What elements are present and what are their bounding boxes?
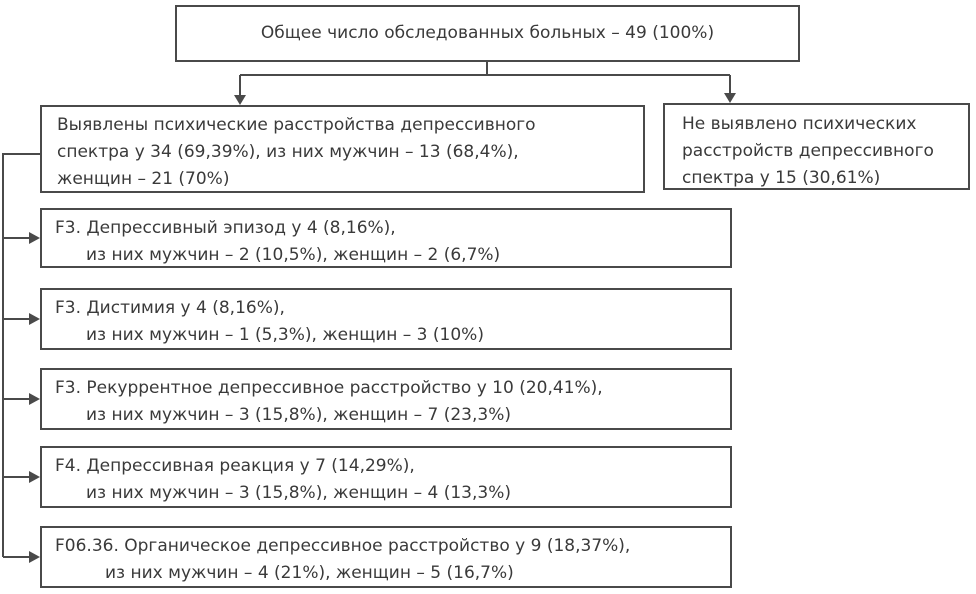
arrowhead-right-3-icon	[29, 393, 40, 405]
identified-disorders-line: женщин – 21 (70%)	[57, 169, 230, 189]
diagnosis-line-1: F3. Дистимия у 4 (8,16%),	[55, 298, 285, 318]
arrowhead-right-5-icon	[29, 551, 40, 563]
no-disorders-line: Не выявлено психических	[682, 114, 917, 134]
identified-disorders-box: Выявлены психические расстройства депрес…	[40, 105, 645, 193]
arrowhead-right-4-icon	[29, 471, 40, 483]
no-disorders-line: спектра у 15 (30,61%)	[682, 168, 881, 188]
diagnosis-line-2: из них мужчин – 4 (21%), женщин – 5 (16,…	[105, 563, 514, 583]
arrowhead-down-left-icon	[234, 95, 246, 105]
diagnosis-line-1: F3. Рекуррентное депрессивное расстройст…	[55, 378, 603, 398]
identified-disorders-line: Выявлены психические расстройства депрес…	[57, 115, 536, 135]
arrowhead-right-2-icon	[29, 313, 40, 325]
diagnosis-box-dysthymia: F3. Дистимия у 4 (8,16%), из них мужчин …	[40, 288, 732, 350]
diagnosis-box-organic-depression: F06.36. Органическое депрессивное расстр…	[40, 526, 732, 588]
diagnosis-line-2: из них мужчин – 1 (5,3%), женщин – 3 (10…	[86, 325, 484, 345]
connector-trunk	[2, 153, 40, 557]
diagnosis-line-2: из них мужчин – 3 (15,8%), женщин – 7 (2…	[86, 405, 511, 425]
diagnosis-line-1: F4. Депрессивная реакция у 7 (14,29%),	[55, 456, 415, 476]
diagnosis-line-1: F3. Депрессивный эпизод у 4 (8,16%),	[55, 218, 396, 238]
diagnosis-box-depressive-reaction: F4. Депрессивная реакция у 7 (14,29%), и…	[40, 446, 732, 508]
total-patients-box: Общее число обследованных больных – 49 (…	[175, 5, 800, 62]
diagnosis-line-1: F06.36. Органическое депрессивное расстр…	[55, 536, 631, 556]
arrowhead-down-right-icon	[724, 93, 736, 103]
no-disorders-box: Не выявлено психических расстройств депр…	[663, 103, 970, 190]
no-disorders-line: расстройств депрессивного	[682, 141, 934, 161]
total-patients-text: Общее число обследованных больных – 49 (…	[260, 23, 715, 43]
diagnosis-line-2: из них мужчин – 2 (10,5%), женщин – 2 (6…	[86, 245, 501, 265]
identified-disorders-line: спектра у 34 (69,39%), из них мужчин – 1…	[57, 142, 519, 162]
diagnosis-box-depressive-episode: F3. Депрессивный эпизод у 4 (8,16%), из …	[40, 208, 732, 268]
diagnosis-line-2: из них мужчин – 3 (15,8%), женщин – 4 (1…	[86, 483, 511, 503]
arrowhead-right-1-icon	[29, 232, 40, 244]
diagnosis-box-recurrent-depression: F3. Рекуррентное депрессивное расстройст…	[40, 368, 732, 430]
